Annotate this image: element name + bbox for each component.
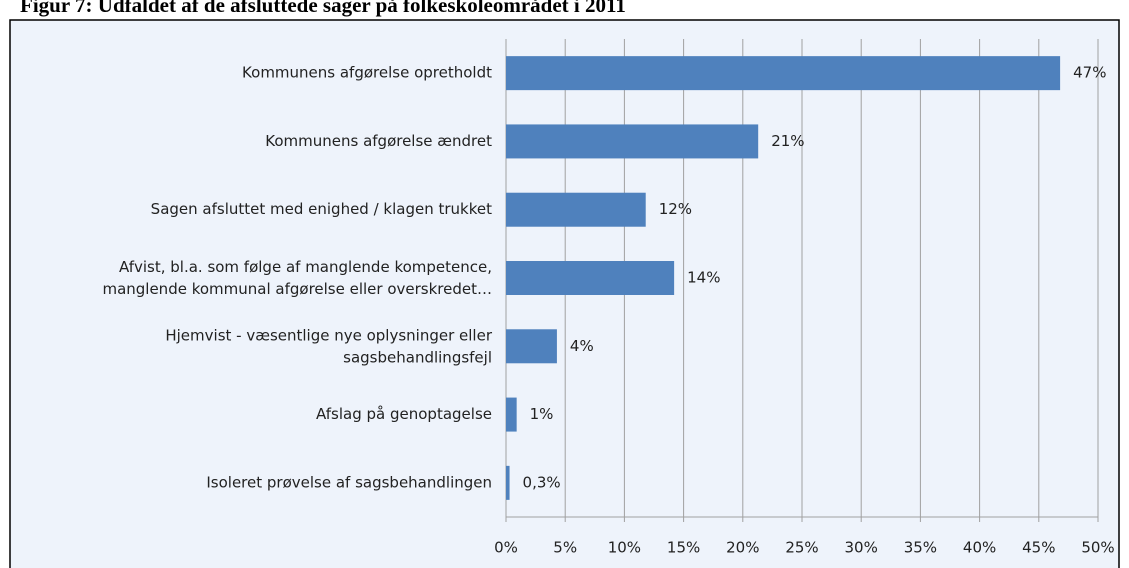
x-tick-label: 50% <box>1081 539 1114 557</box>
value-label: 1% <box>530 405 554 423</box>
x-tick-label: 15% <box>667 539 700 557</box>
x-tick-label: 20% <box>726 539 759 557</box>
x-tick-label: 25% <box>785 539 818 557</box>
y-tick-label: Kommunens afgørelse ændret <box>265 132 492 150</box>
x-tick-label: 40% <box>963 539 996 557</box>
chart-title: Figur 7: Udfaldet af de afsluttede sager… <box>20 0 626 17</box>
bar <box>506 192 646 227</box>
y-tick-label: Afslag på genoptagelse <box>316 405 492 423</box>
value-label: 4% <box>570 337 594 355</box>
value-label: 47% <box>1073 64 1106 82</box>
y-tick-label: Sagen afsluttet med enighed / klagen tru… <box>151 200 492 218</box>
bar <box>506 329 557 364</box>
bar <box>506 124 759 159</box>
value-label: 12% <box>659 200 692 218</box>
bar <box>506 465 510 500</box>
value-label: 0,3% <box>523 473 561 491</box>
y-tick-label: Afvist, bl.a. som følge af manglende kom… <box>102 258 492 298</box>
x-tick-label: 0% <box>494 539 518 557</box>
bar <box>506 397 517 432</box>
x-tick-label: 35% <box>904 539 937 557</box>
x-tick-label: 30% <box>845 539 878 557</box>
y-tick-label: Kommunens afgørelse opretholdt <box>242 64 492 82</box>
y-tick-label: Hjemvist - væsentlige nye oplysninger el… <box>165 326 492 366</box>
bar <box>506 56 1061 91</box>
y-tick-label: Isoleret prøvelse af sagsbehandlingen <box>206 473 492 491</box>
value-label: 21% <box>771 132 804 150</box>
x-tick-label: 45% <box>1022 539 1055 557</box>
bar <box>506 261 675 295</box>
x-tick-label: 5% <box>553 539 577 557</box>
value-label: 14% <box>687 269 720 287</box>
x-tick-label: 10% <box>608 539 641 557</box>
